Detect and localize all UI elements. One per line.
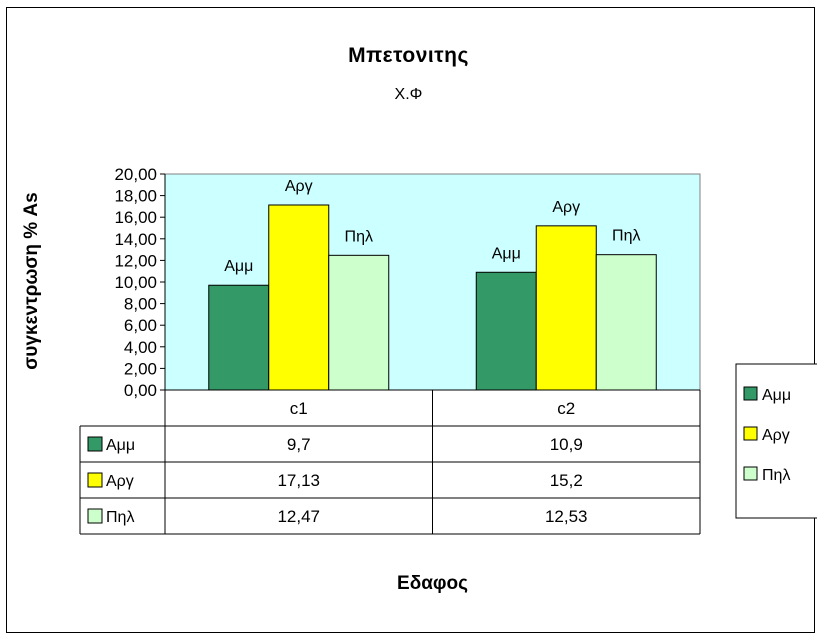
table-cell-value: 17,13 [277,471,320,490]
bar-label: Αμμ [224,258,253,275]
y-tick-label: 12,00 [114,251,157,270]
table-series-label: Αργ [106,473,134,490]
y-tick-label: 4,00 [124,338,157,357]
bar-label: Πηλ [612,228,640,245]
bar-c1-1 [268,204,330,391]
legend-entry: Πηλ [762,467,790,484]
y-tick-label: 2,00 [124,359,157,378]
legend-swatch [743,426,758,441]
bar-c2-0 [475,271,537,391]
x-axis-label: Εδαφος [397,573,468,594]
table-cell-value: 12,53 [545,507,588,526]
legend-swatch [743,386,758,401]
bar-label: Αργ [552,199,580,216]
bar-c1-0 [208,284,270,391]
table-legend-key [87,436,103,452]
bar-c2-1 [535,225,597,391]
y-tick-label: 8,00 [124,295,157,314]
bar-label: Πηλ [345,228,373,245]
chart-subtitle: Χ.Φ [394,86,423,103]
chart-title: Μπετονιτης [348,44,469,67]
y-tick-label: 0,00 [124,381,157,400]
y-tick-label: 16,00 [114,208,157,227]
bar-c2-2 [595,254,657,391]
legend-swatch [743,466,758,481]
y-tick-label: 10,00 [114,273,157,292]
bar-c1-2 [328,254,390,391]
legend-entry: Αργ [762,427,790,444]
table-series-label: Αμμ [106,437,135,454]
table-cell-value: 9,7 [287,435,311,454]
table-cell-value: 10,9 [550,435,583,454]
y-tick-label: 20,00 [114,165,157,184]
legend-entry: Αμμ [762,387,791,404]
bar-label: Αργ [285,178,313,195]
table-cell-value: 12,47 [277,507,320,526]
category-label: c1 [290,399,308,418]
table-cell-value: 15,2 [550,471,583,490]
bar-label: Αμμ [492,245,521,262]
category-label: c2 [557,399,575,418]
y-tick-label: 6,00 [124,316,157,335]
y-tick-label: 14,00 [114,230,157,249]
y-tick-label: 18,00 [114,187,157,206]
table-series-label: Πηλ [106,509,134,526]
table-legend-key [87,472,103,488]
table-legend-key [87,508,103,524]
